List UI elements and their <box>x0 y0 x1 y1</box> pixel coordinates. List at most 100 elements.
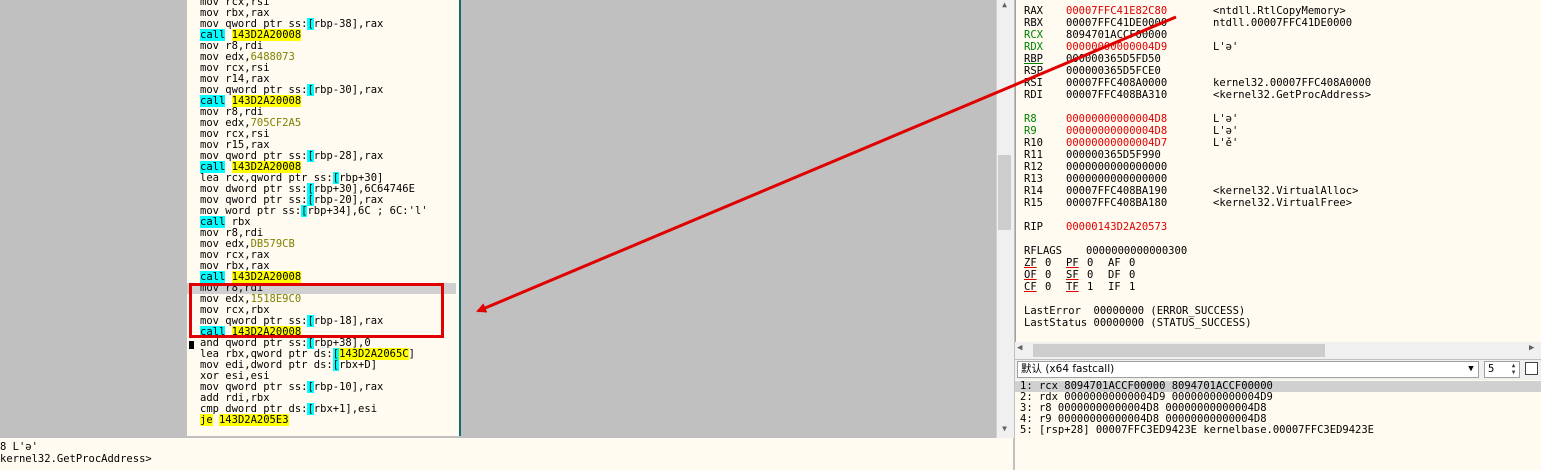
register-value[interactable]: 00000000000004D8 <box>1066 125 1168 137</box>
register-value[interactable]: 000000365D5F990 <box>1066 149 1161 161</box>
disasm-line[interactable]: mov rcx,rsi <box>200 63 270 74</box>
argument-row[interactable]: 4: r9 00000000000004D8 00000000000004D8 <box>1020 413 1267 425</box>
address-label[interactable]: 143D2A2065C <box>339 348 409 360</box>
register-value[interactable]: 00007FFC408BA310 <box>1066 89 1168 101</box>
flags-row[interactable]: ZF 0 PF 0 AF 0 <box>1016 257 1536 269</box>
register-value[interactable]: 00000000000004D9 <box>1066 41 1168 53</box>
chevron-down-icon[interactable]: ▼ <box>1468 364 1474 374</box>
disasm-line[interactable]: call 143D2A20008 <box>200 271 302 283</box>
register-value[interactable]: 00000000000004D8 <box>1066 113 1168 125</box>
flags-row[interactable]: OF 0 SF 0 DF 0 <box>1016 269 1536 281</box>
rflags-row[interactable]: RFLAGS 0000000000000300 <box>1016 245 1536 257</box>
flags-row[interactable]: CF 0 TF 1 IF 1 <box>1016 281 1536 293</box>
disasm-line[interactable]: mov rbx,rax <box>200 8 270 19</box>
flag-value[interactable]: 1 <box>1129 281 1136 293</box>
disasm-line[interactable]: mov r8,rdi <box>200 228 263 239</box>
address-label[interactable]: 143D2A20008 <box>231 271 302 283</box>
disasm-line[interactable]: lea rbx,qword ptr ds:[143D2A2065C] <box>200 348 415 360</box>
disasm-line[interactable]: mov word ptr ss:[rbp+34],6C ; 6C:'l' <box>200 205 428 217</box>
disasm-line[interactable]: mov r8,rdi <box>200 41 263 52</box>
scroll-down-icon[interactable]: ▼ <box>1002 424 1007 433</box>
flag-value[interactable]: 0 <box>1045 281 1052 293</box>
disasm-line[interactable]: lea rcx,qword ptr ss:[rbp+30] <box>200 172 383 184</box>
register-row[interactable]: R11 000000365D5F990 <box>1016 149 1536 161</box>
disasm-line[interactable]: mov qword ptr ss:[rbp-10],rax <box>200 381 383 393</box>
register-row[interactable]: RCX 8094701ACCF00000 <box>1016 29 1536 41</box>
disasm-line[interactable]: mov qword ptr ss:[rbp-20],rax <box>200 194 383 206</box>
flag-value[interactable]: 0 <box>1045 269 1052 281</box>
disasm-line[interactable]: mov rcx,rax <box>200 250 270 261</box>
register-value[interactable]: 00000000000004D7 <box>1066 137 1168 149</box>
horizontal-scroll-thumb[interactable] <box>1033 344 1325 357</box>
register-row[interactable]: R15 00007FFC408BA180 <kernel32.VirtualFree… <box>1016 197 1536 209</box>
register-row[interactable]: RBX 00007FFC41DE0000 ntdll.00007FFC41DE000… <box>1016 17 1536 29</box>
register-row[interactable]: R12 0000000000000000 <box>1016 161 1536 173</box>
lock-checkbox[interactable] <box>1525 362 1538 375</box>
register-value[interactable]: 00007FFC408BA180 <box>1066 197 1168 209</box>
disasm-line[interactable]: mov edx,705CF2A5 <box>200 118 301 129</box>
register-row[interactable]: RSP 000000365D5FCE0 <box>1016 65 1536 77</box>
disasm-line[interactable]: mov edx,1518E9C0 <box>200 294 301 305</box>
disasm-line[interactable]: xor esi,esi <box>200 371 270 382</box>
calling-convention-select[interactable]: 默认 (x64 fastcall) <box>1017 361 1479 378</box>
address-label[interactable]: 143D2A20008 <box>231 161 302 173</box>
flag-value[interactable]: 0 <box>1129 269 1136 281</box>
scroll-right-icon[interactable]: ▶ <box>1529 343 1535 353</box>
address-label[interactable]: 143D2A20008 <box>231 29 302 41</box>
flag-value[interactable]: 0 <box>1087 269 1094 281</box>
argument-row[interactable]: 1: rcx 8094701ACCF00000 8094701ACCF00000 <box>1015 381 1541 392</box>
register-row[interactable]: R14 00007FFC408BA190 <kernel32.VirtualAllo… <box>1016 185 1536 197</box>
disasm-line[interactable]: cmp dword ptr ds:[rbx+1],esi <box>200 403 377 415</box>
disasm-line[interactable]: mov r14,rax <box>200 74 270 85</box>
disasm-line[interactable]: mov edi,dword ptr ds:[rbx+D] <box>200 359 377 371</box>
register-value[interactable]: 8094701ACCF00000 <box>1066 29 1168 41</box>
disasm-line[interactable]: and qword ptr ss:[rbp+38],0 <box>200 337 371 349</box>
register-row[interactable]: R8 00000000000004D8 L'ə' <box>1016 113 1536 125</box>
flag-value[interactable]: 0 <box>1087 257 1094 269</box>
register-value[interactable]: 00007FFC41E82C80 <box>1066 5 1168 17</box>
disasm-line[interactable]: add rdi,rbx <box>200 393 270 404</box>
argument-row[interactable]: 5: [rsp+28] 00007FFC3ED9423E kernelbase.… <box>1020 424 1375 436</box>
register-row[interactable]: RDX 00000000000004D9 L'ə' <box>1016 41 1536 53</box>
rflags-value[interactable]: 0000000000000300 <box>1086 245 1188 257</box>
disasm-line[interactable]: mov dword ptr ss:[rbp+30],6C64746E <box>200 183 415 195</box>
registers-panel[interactable]: RAX 00007FFC41E82C80 <ntdll.RtlCopyMemory>… <box>1015 0 1541 342</box>
register-row[interactable]: R9 00000000000004D8 L'ə' <box>1016 125 1536 137</box>
disasm-line[interactable]: call 143D2A20008 <box>200 161 302 173</box>
disasm-line[interactable]: mov r15,rax <box>200 140 270 151</box>
register-value[interactable]: 00007FFC41DE0000 <box>1066 17 1168 29</box>
disasm-line[interactable]: mov r8,rdi <box>187 283 456 294</box>
flag-value[interactable]: 1 <box>1087 281 1094 293</box>
disasm-line[interactable]: je 143D2A205E3 <box>200 414 289 426</box>
disasm-line[interactable]: call rbx <box>200 216 251 228</box>
argument-row[interactable]: 2: rdx 00000000000004D9 00000000000004D9 <box>1020 391 1273 403</box>
flag-value[interactable]: 0 <box>1129 257 1136 269</box>
disasm-line[interactable]: call 143D2A20008 <box>200 95 302 107</box>
flag-value[interactable]: 0 <box>1045 257 1052 269</box>
register-value[interactable]: 0000000000000000 <box>1066 173 1168 185</box>
scroll-thumb[interactable] <box>998 155 1011 230</box>
register-value[interactable]: 000000365D5FCE0 <box>1066 65 1161 77</box>
register-row[interactable]: RDI 00007FFC408BA310 <kernel32.GetProcAddr… <box>1016 89 1536 101</box>
disassembly-panel[interactable]: mov rcx,rsi mov rbx,rax mov qword ptr ss:[… <box>187 0 461 436</box>
disasm-line[interactable]: mov qword ptr ss:[rbp-28],rax <box>200 150 383 162</box>
address-label[interactable]: je <box>200 414 213 426</box>
register-row[interactable]: R13 0000000000000000 <box>1016 173 1536 185</box>
scroll-up-icon[interactable]: ▲ <box>1002 0 1007 9</box>
scroll-left-icon[interactable]: ◀ <box>1017 343 1023 353</box>
disasm-line[interactable]: call 143D2A20008 <box>200 29 302 41</box>
register-row[interactable]: RSI 00007FFC408A0000 kernel32.00007FFC408A… <box>1016 77 1536 89</box>
argument-count-spinner[interactable]: 5 <box>1484 361 1520 378</box>
disasm-line[interactable]: mov rbx,rax <box>200 261 270 272</box>
disasm-line[interactable]: mov rcx,rsi <box>200 129 270 140</box>
disasm-line[interactable]: mov qword ptr ss:[rbp-18],rax <box>200 315 383 327</box>
address-label[interactable]: 143D2A205E3 <box>218 414 289 426</box>
disasm-line[interactable]: mov rcx,rbx <box>200 305 270 316</box>
register-row[interactable]: RAX 00007FFC41E82C80 <ntdll.RtlCopyMemory> <box>1016 5 1536 17</box>
register-row[interactable]: R10 00000000000004D7 L'ě' <box>1016 137 1536 149</box>
register-value[interactable]: 00007FFC408BA190 <box>1066 185 1168 197</box>
disasm-line[interactable]: mov r8,rdi <box>200 107 263 118</box>
rip-row[interactable]: RIP 00000143D2A20573 <box>1016 221 1536 233</box>
disasm-line[interactable]: mov qword ptr ss:[rbp-38],rax <box>200 18 383 30</box>
address-label[interactable]: 143D2A20008 <box>231 95 302 107</box>
